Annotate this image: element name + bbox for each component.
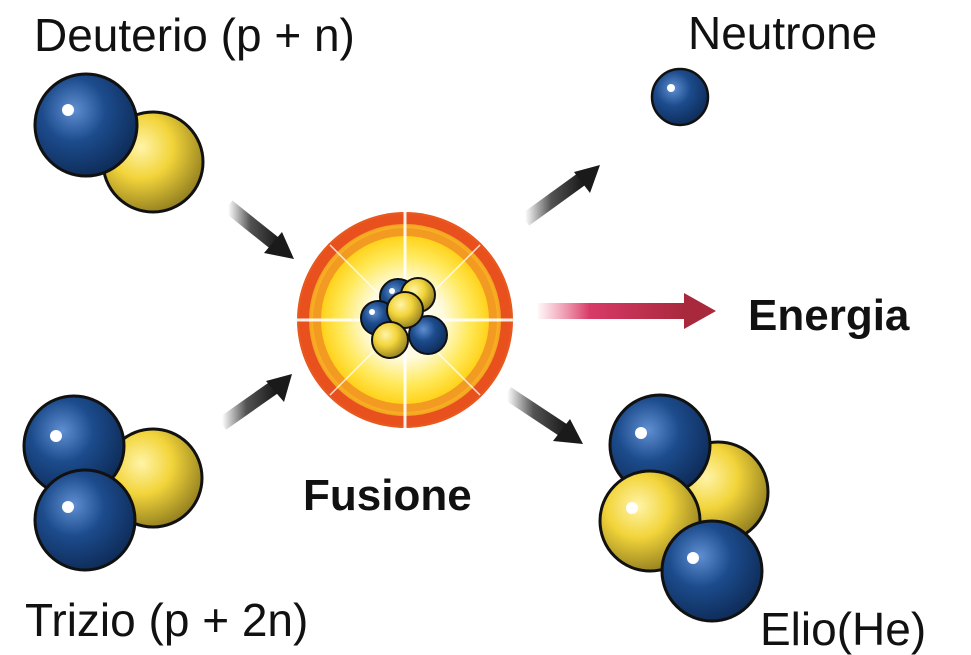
energy-label: Energia (748, 291, 910, 340)
neutron-label: Neutrone (688, 7, 878, 59)
arrow-deuterium-in (223, 200, 294, 259)
fusion-label: Fusione (303, 471, 472, 520)
tritium-nucleus (22, 394, 204, 572)
tritium-label: Trizio (p + 2n) (25, 594, 309, 646)
deuterium-label: Deuterio (p + n) (34, 9, 355, 61)
neutron-particle (650, 67, 710, 127)
arrow-neutron-out (520, 165, 600, 226)
helium-label: Elio(He) (760, 603, 927, 655)
helium-nucleus (598, 393, 770, 623)
deuterium-nucleus (33, 72, 205, 214)
energy-arrow (538, 293, 716, 329)
arrow-tritium-in (217, 374, 292, 430)
arrow-helium-out (503, 387, 583, 444)
fused-nucleus (360, 277, 448, 359)
